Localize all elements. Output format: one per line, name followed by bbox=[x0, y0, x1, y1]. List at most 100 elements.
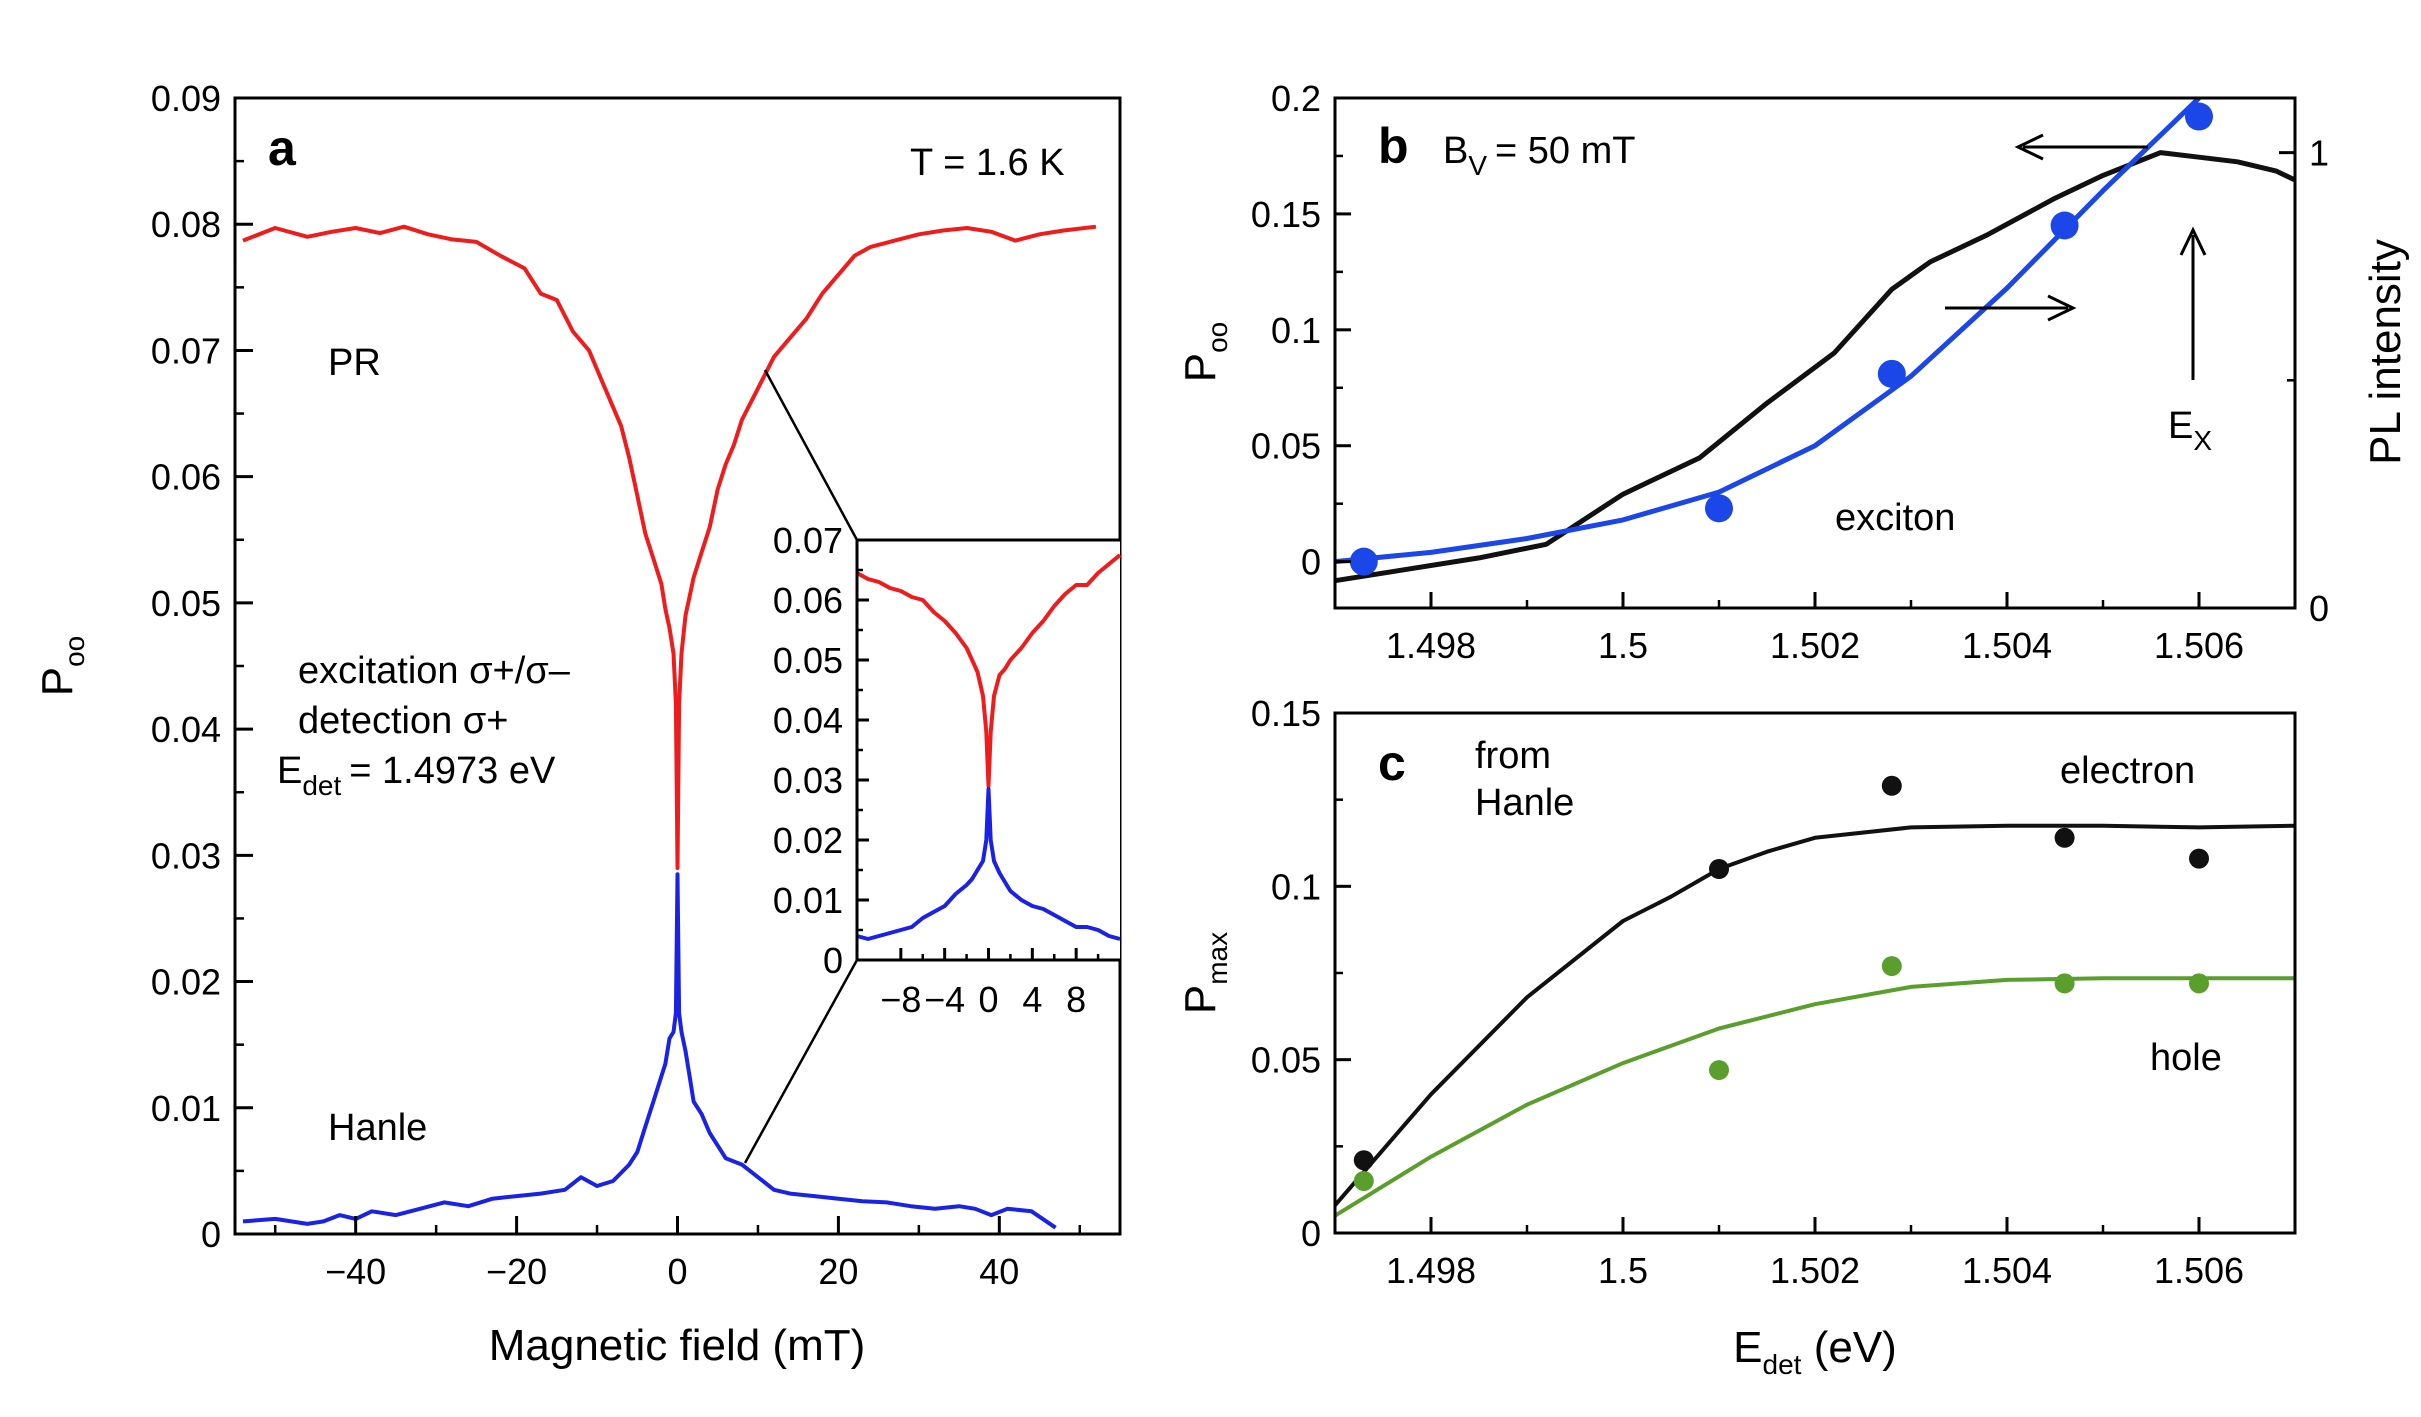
hole-data-point-3 bbox=[2054, 973, 2075, 994]
inset-x-tick-label-0: 0 bbox=[978, 979, 998, 1020]
bv-annotation: BV = 50 mT bbox=[1443, 130, 1636, 181]
inset-x-tick-label-4: −4 bbox=[924, 979, 965, 1020]
panel-c-y-tick-label-0: 0 bbox=[1301, 1213, 1321, 1254]
panel-c-axis-ticks: 1.498 1.5 1.502 1.504 1.506 0 0.05 0.1 0.15 bbox=[1251, 693, 2244, 1291]
panel-a-y-tick-label-0-02: 0.02 bbox=[151, 962, 221, 1003]
panel-c-y-tick-label-0-1: 0.1 bbox=[1271, 866, 1321, 907]
panel-b-right-y-tick-label-0: 0 bbox=[2309, 588, 2329, 629]
panel-b-plot-area bbox=[1334, 96, 2297, 584]
inset-zoom-line-bottom bbox=[743, 959, 859, 1164]
inset-y-tick-label-0-03: 0.03 bbox=[773, 760, 843, 801]
from-hanle-line2: Hanle bbox=[1475, 782, 1574, 824]
pl-intensity-curve bbox=[1334, 150, 2297, 584]
panel-b-x-tick-label-1-504: 1.504 bbox=[1962, 625, 2052, 666]
hole-data-point-4 bbox=[2189, 973, 2209, 994]
inset-x-tick-label-8: −8 bbox=[880, 979, 921, 1020]
inset-y-tick-label-0-01: 0.01 bbox=[773, 880, 843, 921]
exciton-annotation: exciton bbox=[1835, 497, 1955, 539]
electron-data-point-0 bbox=[1353, 1150, 1374, 1171]
hole-label: hole bbox=[2150, 1037, 2222, 1079]
panel-a-y-tick-label-0-01: 0.01 bbox=[151, 1088, 221, 1129]
panel-a-x-tick-label-20: 20 bbox=[818, 1251, 858, 1292]
pr-curve bbox=[242, 224, 1097, 870]
panel-a-y-tick-label-0-05: 0.05 bbox=[151, 583, 221, 624]
panel-b-x-tick-label-1-506: 1.506 bbox=[2154, 625, 2244, 666]
inset-pr-curve bbox=[856, 553, 1122, 788]
panel-b-y-tick-label-0-2: 0.2 bbox=[1271, 78, 1321, 119]
panel-a-x-tick-label-20: −20 bbox=[486, 1251, 547, 1292]
panel-c: 1.498 1.5 1.502 1.504 1.506 0 0.05 0.1 0.15 c fr… bbox=[1176, 693, 2297, 1380]
panel-b-y-axis-label: Poo bbox=[1176, 322, 1233, 383]
panel-a-y-tick-label-0-08: 0.08 bbox=[151, 204, 221, 245]
panel-b-label: b bbox=[1378, 118, 1409, 174]
panel-b-axis-ticks: 1.498 1.5 1.502 1.504 1.506 0 0.05 0.1 0.15 0.2 0 1 bbox=[1251, 78, 2329, 666]
panel-a-y-tick-label-0-09: 0.09 bbox=[151, 78, 221, 119]
poo-data-point-0 bbox=[1349, 547, 1378, 576]
panel-a-axis-ticks: −4 0 −20 0 20 40 0 0.01 0.02 0.03 0.04 0.05 0.06 0.07… bbox=[151, 78, 1082, 1292]
panel-a-x-tick-label-40: 40 bbox=[979, 1251, 1019, 1292]
panel-a-y-tick-label-0-03: 0.03 bbox=[151, 835, 221, 876]
inset: −8 −4 0 4 800.010.020.030.040.050.060.07 bbox=[773, 520, 1122, 1020]
electron-data-point-4 bbox=[2189, 848, 2209, 869]
electron-data-point-3 bbox=[2054, 827, 2075, 848]
inset-y-tick-label-0: 0 bbox=[823, 940, 843, 981]
electron-data-point-2 bbox=[1881, 775, 1902, 796]
inset-x-tick-label-4: 4 bbox=[1022, 979, 1042, 1020]
inset-y-tick-label-0-07: 0.07 bbox=[773, 520, 843, 561]
panel-b-y-tick-label-0-05: 0.05 bbox=[1251, 426, 1321, 467]
poo-fit-curve bbox=[1334, 96, 2201, 565]
ex-annotation: EX bbox=[2168, 405, 2212, 456]
inset-axis-ticks: −8 −4 0 4 800.010.020.030.040.050.060.07 bbox=[773, 520, 1100, 1020]
inset-y-tick-label-0-04: 0.04 bbox=[773, 700, 843, 741]
panel-a-y-tick-label-0-04: 0.04 bbox=[151, 709, 221, 750]
arrow-to-right-axis bbox=[1945, 294, 2077, 322]
edet-annotation: Edet = 1.4973 eV bbox=[277, 750, 556, 801]
poo-data-point-3 bbox=[2050, 211, 2079, 240]
panel-b-right-y-tick-label-1: 1 bbox=[2309, 133, 2329, 174]
temperature-annotation: T = 1.6 K bbox=[910, 142, 1065, 184]
panel-a-y-axis-label: Poo bbox=[33, 636, 90, 697]
pr-curve-label: PR bbox=[328, 342, 381, 384]
panel-a-y-tick-label-0: 0 bbox=[201, 1214, 221, 1255]
electron-data-point-1 bbox=[1709, 859, 1729, 879]
inset-zoom-line-top bbox=[763, 369, 859, 541]
panel-c-x-axis-label: Edet (eV) bbox=[1733, 1323, 1897, 1380]
panel-b-y-tick-label-0-15: 0.15 bbox=[1251, 194, 1321, 235]
hanle-curve-label: Hanle bbox=[328, 1107, 427, 1149]
panel-c-x-tick-label-1-498: 1.498 bbox=[1386, 1250, 1476, 1291]
panel-a-y-tick-label-0-06: 0.06 bbox=[151, 457, 221, 498]
inset-y-tick-label-0-02: 0.02 bbox=[773, 820, 843, 861]
panel-c-label: c bbox=[1378, 735, 1406, 791]
poo-data-point-2 bbox=[1877, 359, 1906, 388]
panel-a-y-tick-label-0-07: 0.07 bbox=[151, 330, 221, 371]
panel-c-x-tick-label-1-502: 1.502 bbox=[1770, 1250, 1860, 1291]
panel-b-x-tick-label-1-498: 1.498 bbox=[1386, 625, 1476, 666]
from-hanle-line1: from bbox=[1475, 735, 1551, 777]
poo-data-point-4 bbox=[2185, 102, 2213, 131]
panel-b: 1.498 1.5 1.502 1.504 1.50600.050.10.150.201… bbox=[1176, 78, 2410, 666]
inset-plot-area bbox=[856, 553, 1122, 941]
panel-a-x-axis-label: Magnetic field (mT) bbox=[489, 1321, 866, 1370]
panel-a-plot-area bbox=[242, 224, 1097, 1230]
panel-c-y-tick-label-0-15: 0.15 bbox=[1251, 693, 1321, 734]
panel-c-x-tick-label-1-504: 1.504 bbox=[1962, 1250, 2052, 1291]
panel-a: −4 0 −20 0 20 40 0 0.01 0.02 0.03 0.04 0.05 0.06 0.07… bbox=[33, 78, 1122, 1370]
hole-data-point-2 bbox=[1881, 956, 1902, 977]
panel-c-y-tick-label-0-05: 0.05 bbox=[1251, 1040, 1321, 1081]
excitation-annotation: excitation σ+/σ– bbox=[298, 650, 571, 692]
inset-hanle-curve bbox=[856, 787, 1121, 941]
hole-data-point-1 bbox=[1709, 1060, 1729, 1081]
arrow-to-left-axis bbox=[2014, 133, 2148, 161]
detection-annotation: detection σ+ bbox=[298, 700, 508, 742]
panel-a-label: a bbox=[268, 120, 297, 176]
panel-b-right-axis-label: PL intensity bbox=[2361, 239, 2410, 465]
inset-y-tick-label-0-05: 0.05 bbox=[773, 640, 843, 681]
hole-data-point-0 bbox=[1353, 1171, 1374, 1191]
electron-label: electron bbox=[2060, 750, 2195, 792]
hanle-curve bbox=[242, 872, 1057, 1230]
panel-c-y-axis-label: Pmax bbox=[1176, 932, 1233, 1014]
panel-c-x-tick-label-1-506: 1.506 bbox=[2154, 1250, 2244, 1291]
inset-y-tick-label-0-06: 0.06 bbox=[773, 580, 843, 621]
poo-data-point-1 bbox=[1705, 494, 1733, 523]
panel-b-y-tick-label-0: 0 bbox=[1301, 542, 1321, 583]
